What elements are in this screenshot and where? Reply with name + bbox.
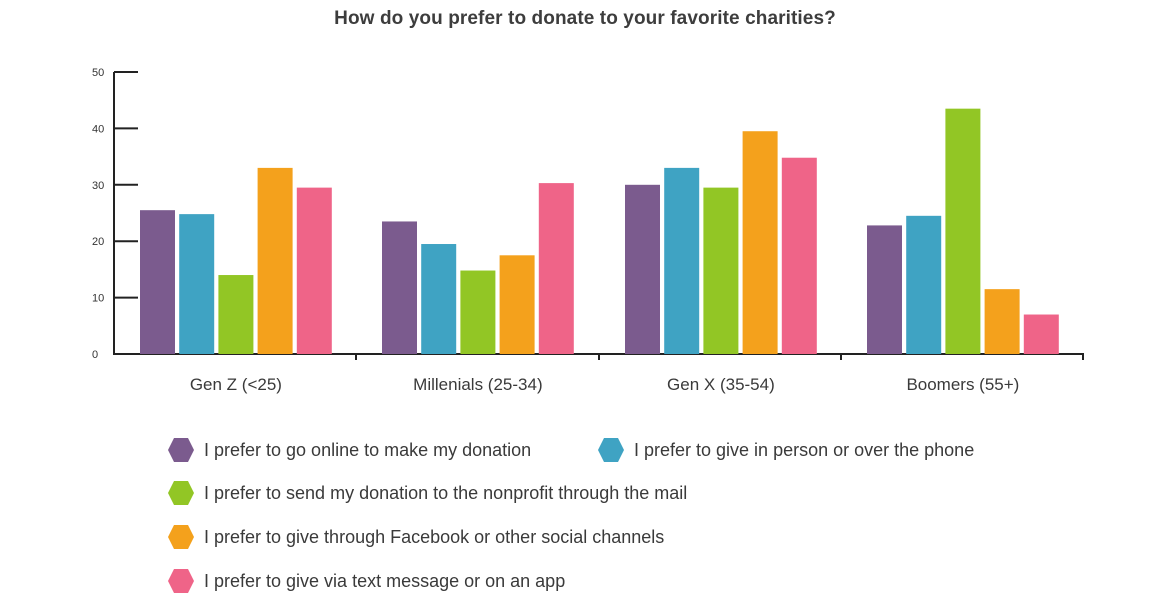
bar (664, 167, 700, 354)
bar (625, 184, 660, 354)
y-tick-label: 30 (92, 180, 104, 192)
y-tick-label: 10 (92, 293, 104, 305)
bar (460, 270, 496, 354)
legend-item: I prefer to send my donation to the nonp… (168, 481, 687, 505)
bar (742, 131, 778, 354)
legend-label: I prefer to give through Facebook or oth… (204, 526, 665, 547)
legend-item: I prefer to give via text message or on … (168, 569, 565, 593)
bar (421, 244, 457, 354)
bar (867, 225, 902, 354)
bar (382, 221, 417, 354)
legend-item: I prefer to give in person or over the p… (598, 438, 974, 462)
bar (218, 275, 254, 354)
bar (257, 167, 293, 354)
legend-swatch-icon (168, 569, 194, 593)
y-tick-label: 40 (92, 123, 104, 135)
bar (703, 187, 739, 354)
legend-swatch-icon (168, 525, 194, 549)
legend-label: I prefer to send my donation to the nonp… (204, 482, 688, 503)
legend-swatch-icon (598, 438, 624, 462)
x-category-label: Millenials (25-34) (413, 375, 542, 394)
legend-label: I prefer to give in person or over the p… (634, 439, 975, 460)
bar (906, 215, 942, 354)
y-tick-label: 50 (92, 67, 104, 79)
chart-title: How do you prefer to donate to your favo… (334, 8, 836, 29)
bar (538, 183, 574, 354)
bar (945, 108, 981, 354)
legend-item: I prefer to give through Facebook or oth… (168, 525, 664, 549)
legend-label: I prefer to go online to make my donatio… (204, 439, 532, 460)
bar (296, 187, 332, 354)
x-category-label: Gen X (35-54) (667, 375, 775, 394)
x-category-label: Boomers (55+) (906, 375, 1019, 394)
plot-area: 0 10 20 30 40 50 Gen Z (<25) Millenials (25-34)… (92, 67, 1084, 394)
bar (1023, 314, 1059, 354)
y-tick-label: 0 (92, 349, 98, 361)
bar (140, 210, 175, 354)
legend-swatch-icon (168, 481, 194, 505)
legend-label: I prefer to give via text message or on … (204, 570, 566, 591)
bar (984, 289, 1020, 354)
y-tick-label: 20 (92, 236, 104, 248)
x-category-label: Gen Z (<25) (190, 375, 282, 394)
legend-item: I prefer to go online to make my donatio… (168, 438, 531, 462)
bar (499, 255, 535, 354)
bar (179, 214, 215, 354)
legend-swatch-icon (168, 438, 194, 462)
bar (781, 157, 817, 354)
